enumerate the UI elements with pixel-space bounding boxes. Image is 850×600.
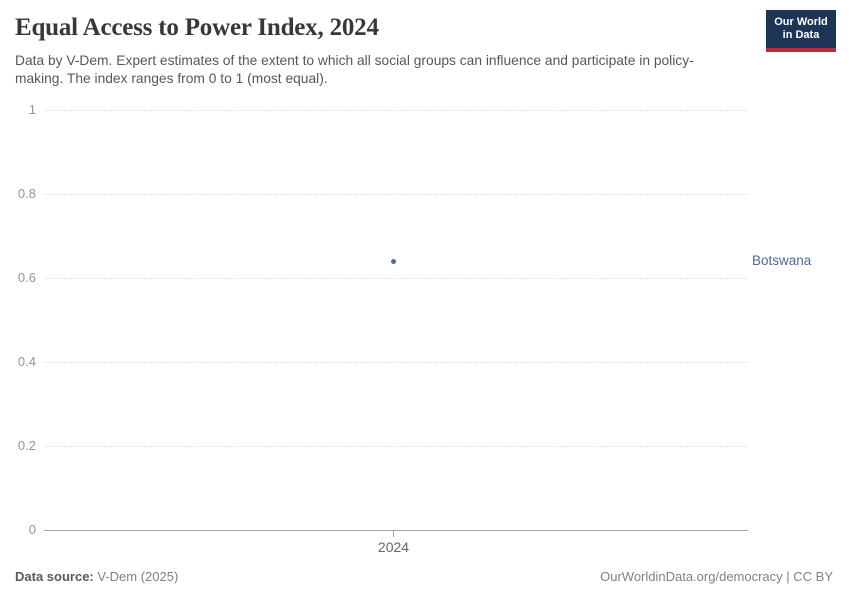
y-axis-tick-label-0: 0 [28, 522, 36, 537]
owid-logo-line2: in Data [782, 29, 820, 41]
y-axis-tick-label-0.4: 0.4 [17, 354, 36, 369]
x-axis-line [44, 530, 748, 531]
owid-logo-line1: Our World [774, 16, 828, 28]
y-axis-tick-label-0.6: 0.6 [17, 270, 36, 285]
gridline-0.6 [44, 278, 748, 279]
x-axis-tick-label: 2024 [377, 539, 410, 555]
gridline-0.2 [44, 446, 748, 447]
chart-subtitle: Data by V-Dem. Expert estimates of the e… [15, 53, 694, 86]
entity-label-botswana[interactable]: Botswana [752, 253, 812, 269]
y-axis-tick-label-0.8: 0.8 [17, 186, 36, 201]
data-source-value: V-Dem (2025) [97, 569, 179, 584]
y-axis-tick-label-1: 1 [28, 102, 36, 117]
gridline-1 [44, 110, 748, 111]
gridline-0.4 [44, 362, 748, 363]
x-axis-tick [393, 531, 394, 537]
owid-logo[interactable]: Our World in Data [766, 10, 836, 52]
credit-link[interactable]: OurWorldinData.org/democracy | CC BY [600, 569, 833, 584]
chart-title: Equal Access to Power Index, 2024 [15, 14, 379, 41]
data-source: Data source: V-Dem (2025) [15, 569, 178, 584]
data-point-botswana[interactable] [391, 258, 396, 264]
data-source-label: Data source: [15, 569, 94, 584]
y-axis-tick-label-0.2: 0.2 [17, 438, 36, 453]
gridline-0.8 [44, 194, 748, 195]
